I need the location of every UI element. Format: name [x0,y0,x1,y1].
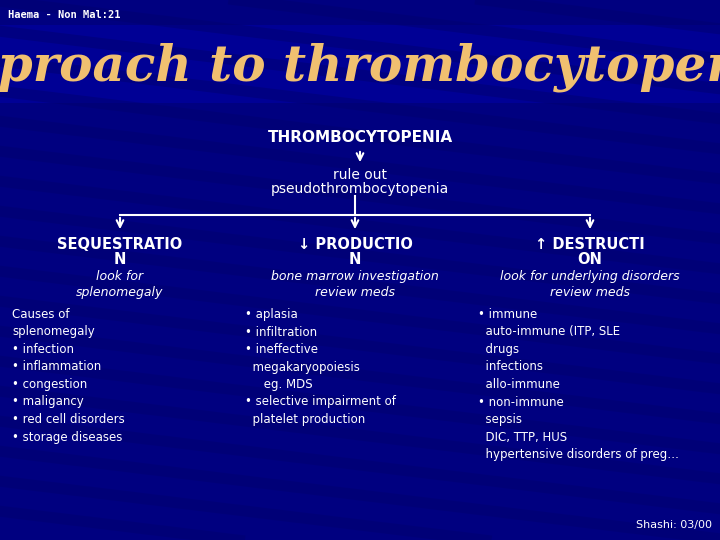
Text: ↑ DESTRUCTI
ON: ↑ DESTRUCTI ON [535,237,645,267]
Text: Causes of
splenomegaly
• infection
• inflammation
• congestion
• maligancy
• red: Causes of splenomegaly • infection • inf… [12,308,125,443]
Text: pseudothrombocytopenia: pseudothrombocytopenia [271,182,449,196]
Text: Haema - Non Mal:21: Haema - Non Mal:21 [8,10,120,20]
Text: rule out: rule out [333,168,387,182]
Text: look for underlying disorders
review meds: look for underlying disorders review med… [500,270,680,299]
Text: ↓ PRODUCTIO
N: ↓ PRODUCTIO N [297,237,413,267]
Text: bone marrow investigation
review meds: bone marrow investigation review meds [271,270,439,299]
Text: THROMBOCYTOPENIA: THROMBOCYTOPENIA [267,131,453,145]
Text: • aplasia
• infiltration
• ineffective
  megakaryopoiesis
     eg. MDS
• selecti: • aplasia • infiltration • ineffective m… [245,308,396,426]
Text: Shashi: 03/00: Shashi: 03/00 [636,520,712,530]
Bar [0,25,720,103]
Text: Approach to thrombocytopenia: Approach to thrombocytopenia [0,42,720,92]
Text: • immune
  auto-immune (ITP, SLE
  drugs
  infections
  allo-immune
• non-immune: • immune auto-immune (ITP, SLE drugs inf… [478,308,679,461]
Text: SEQUESTRATIO
N: SEQUESTRATIO N [58,237,183,267]
Text: look for
splenomegaly: look for splenomegaly [76,270,163,299]
